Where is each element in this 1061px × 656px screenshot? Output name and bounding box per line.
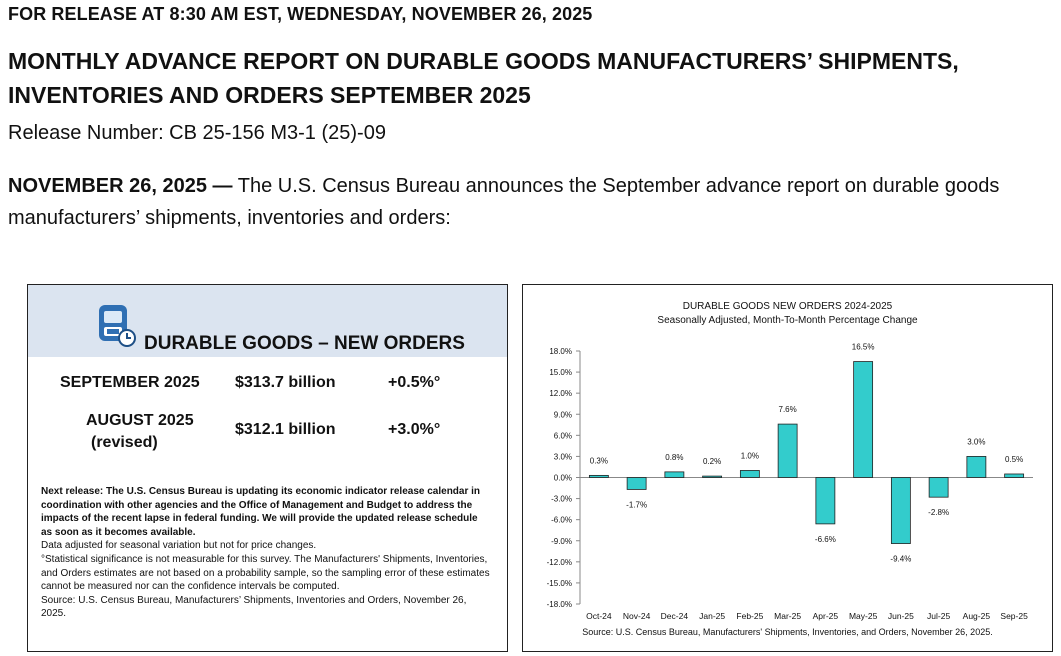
august-revised: (revised) — [91, 434, 158, 451]
source-note: Source: U.S. Census Bureau, Manufacturer… — [41, 594, 467, 620]
bar — [966, 456, 987, 478]
y-tick-label: -12.0% — [547, 558, 572, 567]
bar-value-label: -9.4% — [890, 555, 911, 564]
bar — [815, 477, 836, 525]
x-tick-label: Feb-25 — [736, 611, 763, 621]
bar-value-label: 0.2% — [703, 457, 721, 466]
calculator-clock-icon — [96, 303, 142, 354]
chart-title-block: DURABLE GOODS NEW ORDERS 2024-2025 Seaso… — [523, 300, 1052, 328]
bar — [1004, 473, 1025, 478]
bar — [777, 423, 798, 478]
y-tick-label: 18.0% — [549, 347, 572, 356]
y-tick-label: 12.0% — [549, 389, 572, 398]
summary-box: DURABLE GOODS – NEW ORDERS SEPTEMBER 202… — [27, 284, 508, 652]
bar-value-label: 0.8% — [665, 453, 683, 462]
chart-title: DURABLE GOODS NEW ORDERS 2024-2025 — [682, 301, 893, 312]
y-tick-label: 6.0% — [554, 431, 572, 440]
release-number: Release Number: CB 25-156 M3-1 (25)-09 — [8, 122, 386, 144]
august-label-text: AUGUST 2025 — [86, 412, 194, 429]
next-release-note: Next release: The U.S. Census Bureau is … — [41, 486, 481, 538]
bar — [588, 474, 609, 478]
bar-chart: 18.0% 15.0% 12.0% 9.0% 6.0% 3.0% 0.0% -3.0% -6.0… — [547, 343, 1033, 621]
x-tick-label: Sep-25 — [1000, 611, 1028, 621]
september-label: SEPTEMBER 2025 — [60, 374, 200, 391]
x-tick-label: Jul-25 — [927, 611, 950, 621]
x-tick-label: Jun-25 — [888, 611, 914, 621]
bar — [853, 361, 874, 478]
bar — [702, 475, 723, 478]
y-tick-label: 9.0% — [554, 410, 572, 419]
august-label: AUGUST 2025 (revised) — [86, 410, 194, 454]
y-tick-label: -18.0% — [547, 600, 572, 609]
september-change: +0.5%° — [388, 374, 441, 391]
page-title: MONTHLY ADVANCE REPORT ON DURABLE GOODS … — [8, 48, 959, 108]
bar — [928, 477, 949, 498]
y-tick-label: -6.0% — [551, 516, 572, 525]
bar-value-label: -2.8% — [928, 508, 949, 517]
chart-subtitle: Seasonally Adjusted, Month-To-Month Perc… — [657, 315, 918, 326]
x-tick-label: Aug-25 — [963, 611, 991, 621]
x-tick-label: Apr-25 — [813, 611, 839, 621]
seasonal-note: Data adjusted for seasonal variation but… — [41, 540, 317, 552]
significance-note: °Statistical significance is not measura… — [41, 553, 490, 593]
y-tick-label: 3.0% — [554, 452, 572, 461]
chart-box: DURABLE GOODS NEW ORDERS 2024-2025 Seaso… — [522, 284, 1053, 652]
august-value: $312.1 billion — [235, 421, 336, 438]
y-tick-label: -3.0% — [551, 495, 572, 504]
bar-value-label: 0.5% — [1005, 455, 1023, 464]
lede-paragraph: NOVEMBER 26, 2025 — The U.S. Census Bure… — [8, 170, 1048, 234]
bar-value-label: 7.6% — [779, 405, 797, 414]
lede-text: The U.S. Census Bureau announces the Sep… — [8, 175, 1000, 229]
bar-value-label: 3.0% — [967, 437, 985, 446]
x-tick-label: Oct-24 — [586, 611, 612, 621]
bar — [739, 470, 760, 478]
x-tick-label: Dec-24 — [661, 611, 689, 621]
september-value: $313.7 billion — [235, 374, 336, 391]
bar-value-label: 0.3% — [590, 456, 608, 465]
release-line: FOR RELEASE AT 8:30 AM EST, WEDNESDAY, N… — [8, 4, 593, 24]
bar — [664, 471, 685, 478]
august-change: +3.0%° — [388, 421, 441, 438]
bar-value-label: 16.5% — [852, 343, 875, 352]
chart-source: Source: U.S. Census Bureau, Manufacturer… — [582, 627, 993, 637]
x-tick-label: Jan-25 — [699, 611, 725, 621]
summary-heading: DURABLE GOODS – NEW ORDERS — [144, 333, 465, 354]
y-tick-label: -9.0% — [551, 537, 572, 546]
bar — [626, 477, 647, 490]
y-tick-label: -15.0% — [547, 579, 572, 588]
x-tick-label: May-25 — [849, 611, 878, 621]
y-tick-label: 15.0% — [549, 368, 572, 377]
bar — [890, 477, 911, 544]
x-tick-label: Nov-24 — [623, 611, 651, 621]
bar-value-label: -1.7% — [626, 500, 647, 509]
footnotes: Next release: The U.S. Census Bureau is … — [41, 485, 491, 621]
y-tick-label: 0.0% — [554, 474, 572, 483]
bar-value-label: -6.6% — [815, 535, 836, 544]
bar-value-label: 1.0% — [741, 451, 759, 460]
x-tick-label: Mar-25 — [774, 611, 801, 621]
lede-date: NOVEMBER 26, 2025 — — [8, 175, 233, 197]
